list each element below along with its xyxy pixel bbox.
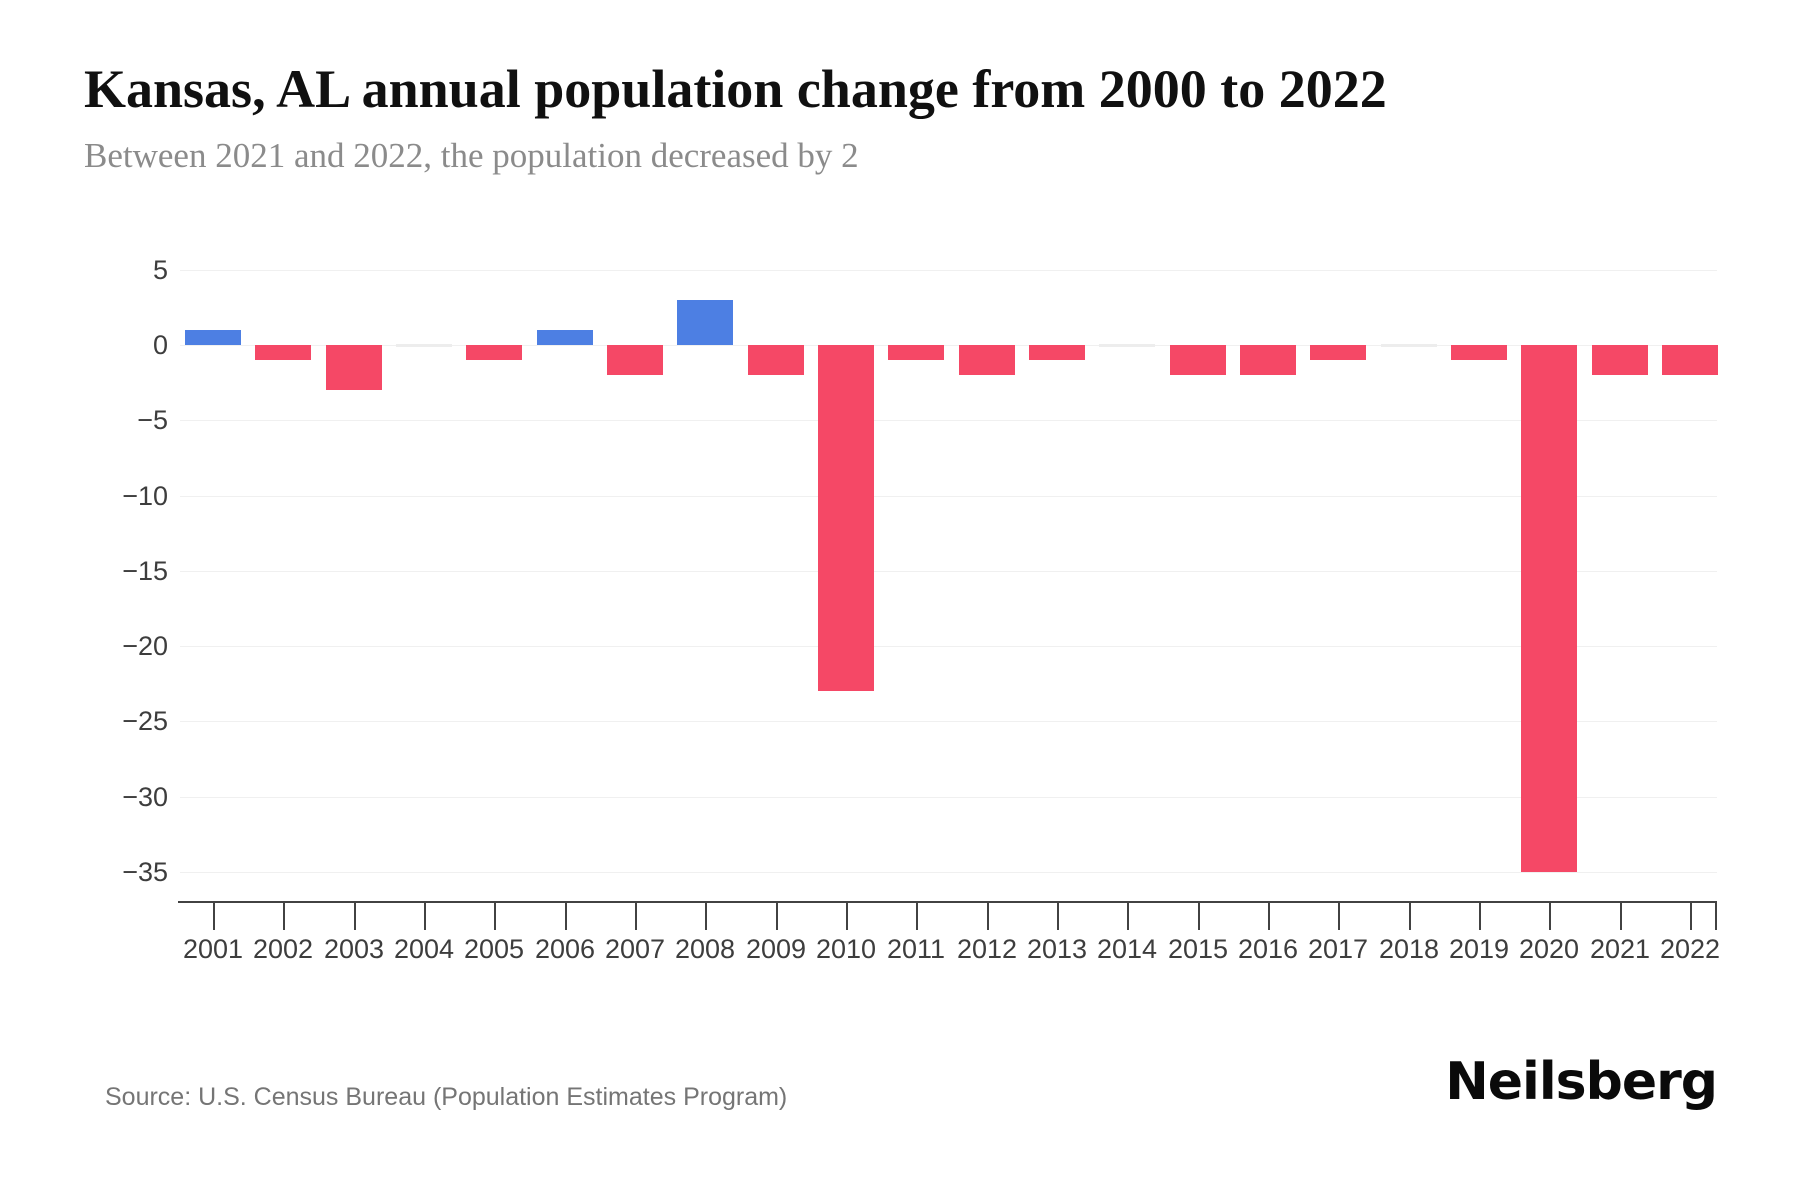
bar-2011-negative bbox=[888, 345, 944, 360]
x-axis-label-2006: 2006 bbox=[534, 934, 596, 964]
bar-2013-negative bbox=[1029, 345, 1085, 360]
gridline-y-5 bbox=[180, 270, 1717, 271]
x-axis-tick bbox=[354, 903, 356, 930]
x-axis-tick bbox=[283, 903, 285, 930]
x-axis-label-2003: 2003 bbox=[323, 934, 385, 964]
x-axis-tick bbox=[1479, 903, 1481, 930]
x-axis-tick bbox=[494, 903, 496, 930]
x-axis-label-2002: 2002 bbox=[252, 934, 314, 964]
x-axis-label-2015: 2015 bbox=[1167, 934, 1229, 964]
bar-2008-positive bbox=[677, 300, 733, 345]
x-axis-label-2013: 2013 bbox=[1026, 934, 1088, 964]
x-axis-label-2017: 2017 bbox=[1307, 934, 1369, 964]
x-axis-tick bbox=[565, 903, 567, 930]
y-axis-tick-label: −30 bbox=[122, 782, 168, 812]
bar-2019-negative bbox=[1451, 345, 1507, 360]
x-axis-label-2007: 2007 bbox=[604, 934, 666, 964]
gridline-y--30 bbox=[180, 797, 1717, 798]
bar-2012-negative bbox=[959, 345, 1015, 375]
x-axis-label-2004: 2004 bbox=[393, 934, 455, 964]
bar-2021-negative bbox=[1592, 345, 1648, 375]
x-axis-end-tick bbox=[1715, 903, 1717, 930]
gridline-y--25 bbox=[180, 721, 1717, 722]
x-axis-tick bbox=[1338, 903, 1340, 930]
bar-2009-negative bbox=[748, 345, 804, 375]
bar-2010-negative bbox=[818, 345, 874, 691]
gridline-y--35 bbox=[180, 872, 1717, 873]
x-axis-label-2018: 2018 bbox=[1378, 934, 1440, 964]
bar-2007-negative bbox=[607, 345, 663, 375]
y-axis-tick-label: 5 bbox=[152, 255, 168, 285]
x-axis-label-2016: 2016 bbox=[1237, 934, 1299, 964]
y-axis-tick-label: 0 bbox=[152, 330, 168, 360]
bar-2020-negative bbox=[1521, 345, 1577, 872]
bar-2006-positive bbox=[537, 330, 593, 345]
y-axis-tick-label: −10 bbox=[122, 481, 168, 511]
x-axis-label-2022: 2022 bbox=[1659, 934, 1721, 964]
x-axis-tick bbox=[1057, 903, 1059, 930]
x-axis-tick bbox=[846, 903, 848, 930]
bar-2015-negative bbox=[1170, 345, 1226, 375]
x-axis-label-2019: 2019 bbox=[1448, 934, 1510, 964]
x-axis-tick bbox=[1127, 903, 1129, 930]
x-axis-tick bbox=[705, 903, 707, 930]
x-axis-label-2009: 2009 bbox=[745, 934, 807, 964]
x-axis-tick bbox=[1620, 903, 1622, 930]
x-axis-tick bbox=[916, 903, 918, 930]
x-axis-label-2021: 2021 bbox=[1589, 934, 1651, 964]
bar-2018-zero bbox=[1381, 344, 1437, 347]
neilsberg-logo: Neilsberg bbox=[1445, 1052, 1718, 1112]
bar-2017-negative bbox=[1310, 345, 1366, 360]
x-axis-tick bbox=[424, 903, 426, 930]
bar-2005-negative bbox=[466, 345, 522, 360]
bar-2001-positive bbox=[185, 330, 241, 345]
x-axis-label-2008: 2008 bbox=[674, 934, 736, 964]
chart-title: Kansas, AL annual population change from… bbox=[84, 59, 1387, 119]
x-axis-label-2010: 2010 bbox=[815, 934, 877, 964]
x-axis-tick bbox=[987, 903, 989, 930]
x-axis-tick bbox=[1409, 903, 1411, 930]
y-axis-tick-label: −35 bbox=[122, 857, 168, 887]
gridline-y--5 bbox=[180, 420, 1717, 421]
bar-2003-negative bbox=[326, 345, 382, 390]
gridline-y-0 bbox=[180, 345, 1717, 346]
gridline-y--10 bbox=[180, 496, 1717, 497]
x-axis-tick bbox=[213, 903, 215, 930]
x-axis-label-2020: 2020 bbox=[1518, 934, 1580, 964]
bar-2014-zero bbox=[1099, 344, 1155, 347]
x-axis-label-2014: 2014 bbox=[1096, 934, 1158, 964]
x-axis-tick bbox=[776, 903, 778, 930]
gridline-y--15 bbox=[180, 571, 1717, 572]
x-axis-tick bbox=[1198, 903, 1200, 930]
x-axis-label-2001: 2001 bbox=[182, 934, 244, 964]
bar-2016-negative bbox=[1240, 345, 1296, 375]
y-axis-tick-label: −20 bbox=[122, 631, 168, 661]
x-axis-line bbox=[178, 901, 1717, 903]
y-axis-tick-label: −5 bbox=[137, 405, 168, 435]
bar-2002-negative bbox=[255, 345, 311, 360]
x-axis-label-2012: 2012 bbox=[956, 934, 1018, 964]
x-axis-tick bbox=[635, 903, 637, 930]
x-axis-tick bbox=[1268, 903, 1270, 930]
x-axis-tick bbox=[1690, 903, 1692, 930]
x-axis-tick bbox=[1549, 903, 1551, 930]
gridline-y--20 bbox=[180, 646, 1717, 647]
bar-2022-negative bbox=[1662, 345, 1718, 375]
x-axis-label-2011: 2011 bbox=[886, 934, 946, 964]
x-axis-label-2005: 2005 bbox=[463, 934, 525, 964]
y-axis-tick-label: −15 bbox=[122, 556, 168, 586]
chart-subtitle: Between 2021 and 2022, the population de… bbox=[84, 136, 859, 175]
y-axis-tick-label: −25 bbox=[122, 706, 168, 736]
bar-2004-zero bbox=[396, 344, 452, 347]
source-note: Source: U.S. Census Bureau (Population E… bbox=[105, 1083, 788, 1111]
